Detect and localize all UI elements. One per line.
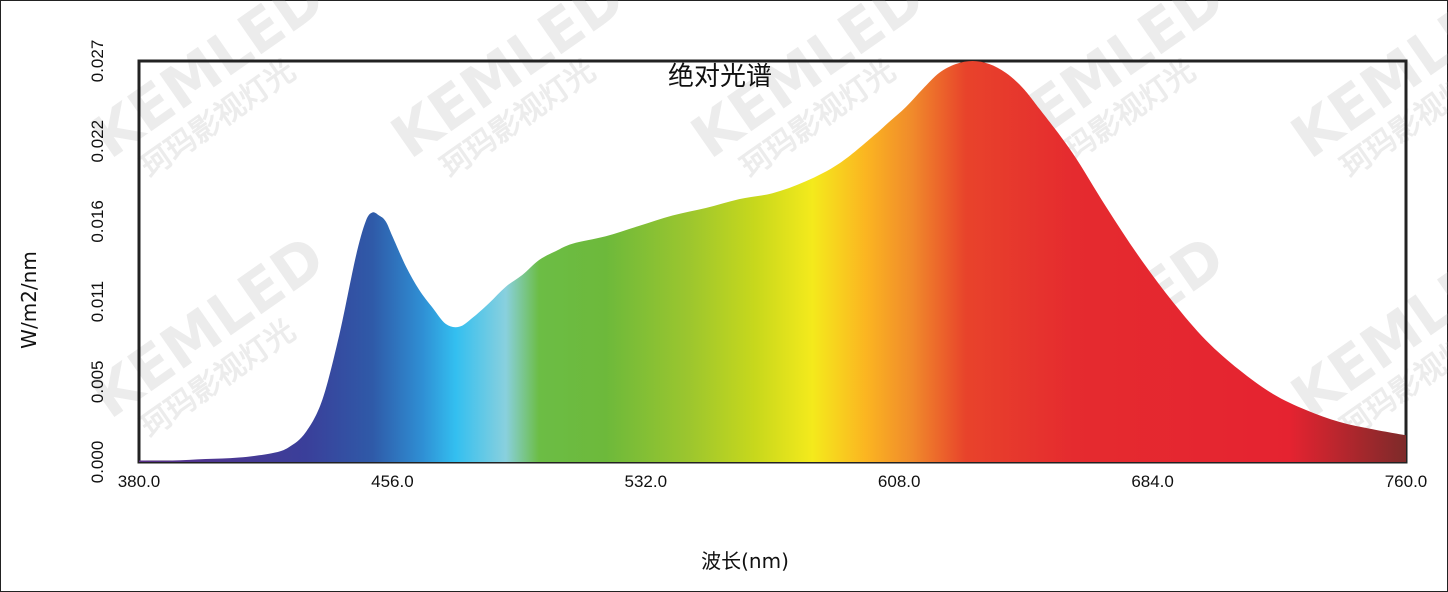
x-tick-label: 456.0	[371, 472, 414, 491]
y-tick-label: 0.022	[88, 120, 107, 163]
chart-title: 绝对光谱	[668, 62, 772, 92]
y-tick-label: 0.027	[88, 40, 107, 83]
x-tick-label: 532.0	[625, 472, 668, 491]
y-axis-ticks: 0.000 0.005 0.011 0.016 0.022 0.027	[88, 40, 107, 484]
y-tick-label: 0.000	[88, 441, 107, 484]
x-axis-title: 波长(nm)	[701, 549, 789, 573]
x-axis-ticks: 380.0 456.0 532.0 608.0 684.0 760.0	[118, 472, 1428, 491]
x-tick-label: 760.0	[1385, 472, 1428, 491]
x-tick-label: 608.0	[878, 472, 921, 491]
x-tick-label: 380.0	[118, 472, 161, 491]
y-tick-label: 0.011	[88, 281, 107, 322]
y-tick-label: 0.016	[88, 200, 107, 243]
x-tick-label: 684.0	[1131, 472, 1174, 491]
y-tick-label: 0.005	[88, 361, 107, 404]
y-axis-title: W/m2/nm	[17, 251, 41, 349]
spectrum-area	[139, 61, 1406, 462]
